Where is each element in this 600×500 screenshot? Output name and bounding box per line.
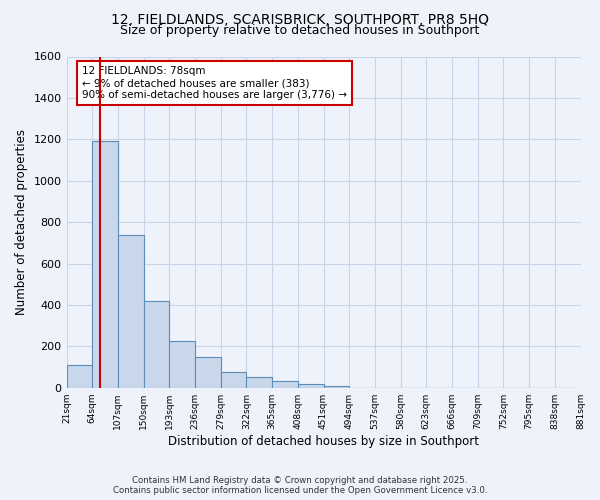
- Bar: [143, 301, 169, 388]
- Bar: [247, 377, 272, 388]
- Bar: [92, 142, 118, 388]
- Text: Contains HM Land Registry data © Crown copyright and database right 2025.
Contai: Contains HM Land Registry data © Crown c…: [113, 476, 487, 495]
- Bar: [169, 341, 195, 388]
- Bar: [272, 382, 298, 388]
- Bar: [221, 372, 247, 388]
- Text: Size of property relative to detached houses in Southport: Size of property relative to detached ho…: [121, 24, 479, 37]
- Bar: [298, 384, 323, 388]
- X-axis label: Distribution of detached houses by size in Southport: Distribution of detached houses by size …: [168, 434, 479, 448]
- Y-axis label: Number of detached properties: Number of detached properties: [15, 129, 28, 315]
- Bar: [118, 234, 143, 388]
- Bar: [323, 386, 349, 388]
- Text: 12 FIELDLANDS: 78sqm
← 9% of detached houses are smaller (383)
90% of semi-detac: 12 FIELDLANDS: 78sqm ← 9% of detached ho…: [82, 66, 347, 100]
- Bar: [67, 365, 92, 388]
- Text: 12, FIELDLANDS, SCARISBRICK, SOUTHPORT, PR8 5HQ: 12, FIELDLANDS, SCARISBRICK, SOUTHPORT, …: [111, 12, 489, 26]
- Bar: [195, 356, 221, 388]
